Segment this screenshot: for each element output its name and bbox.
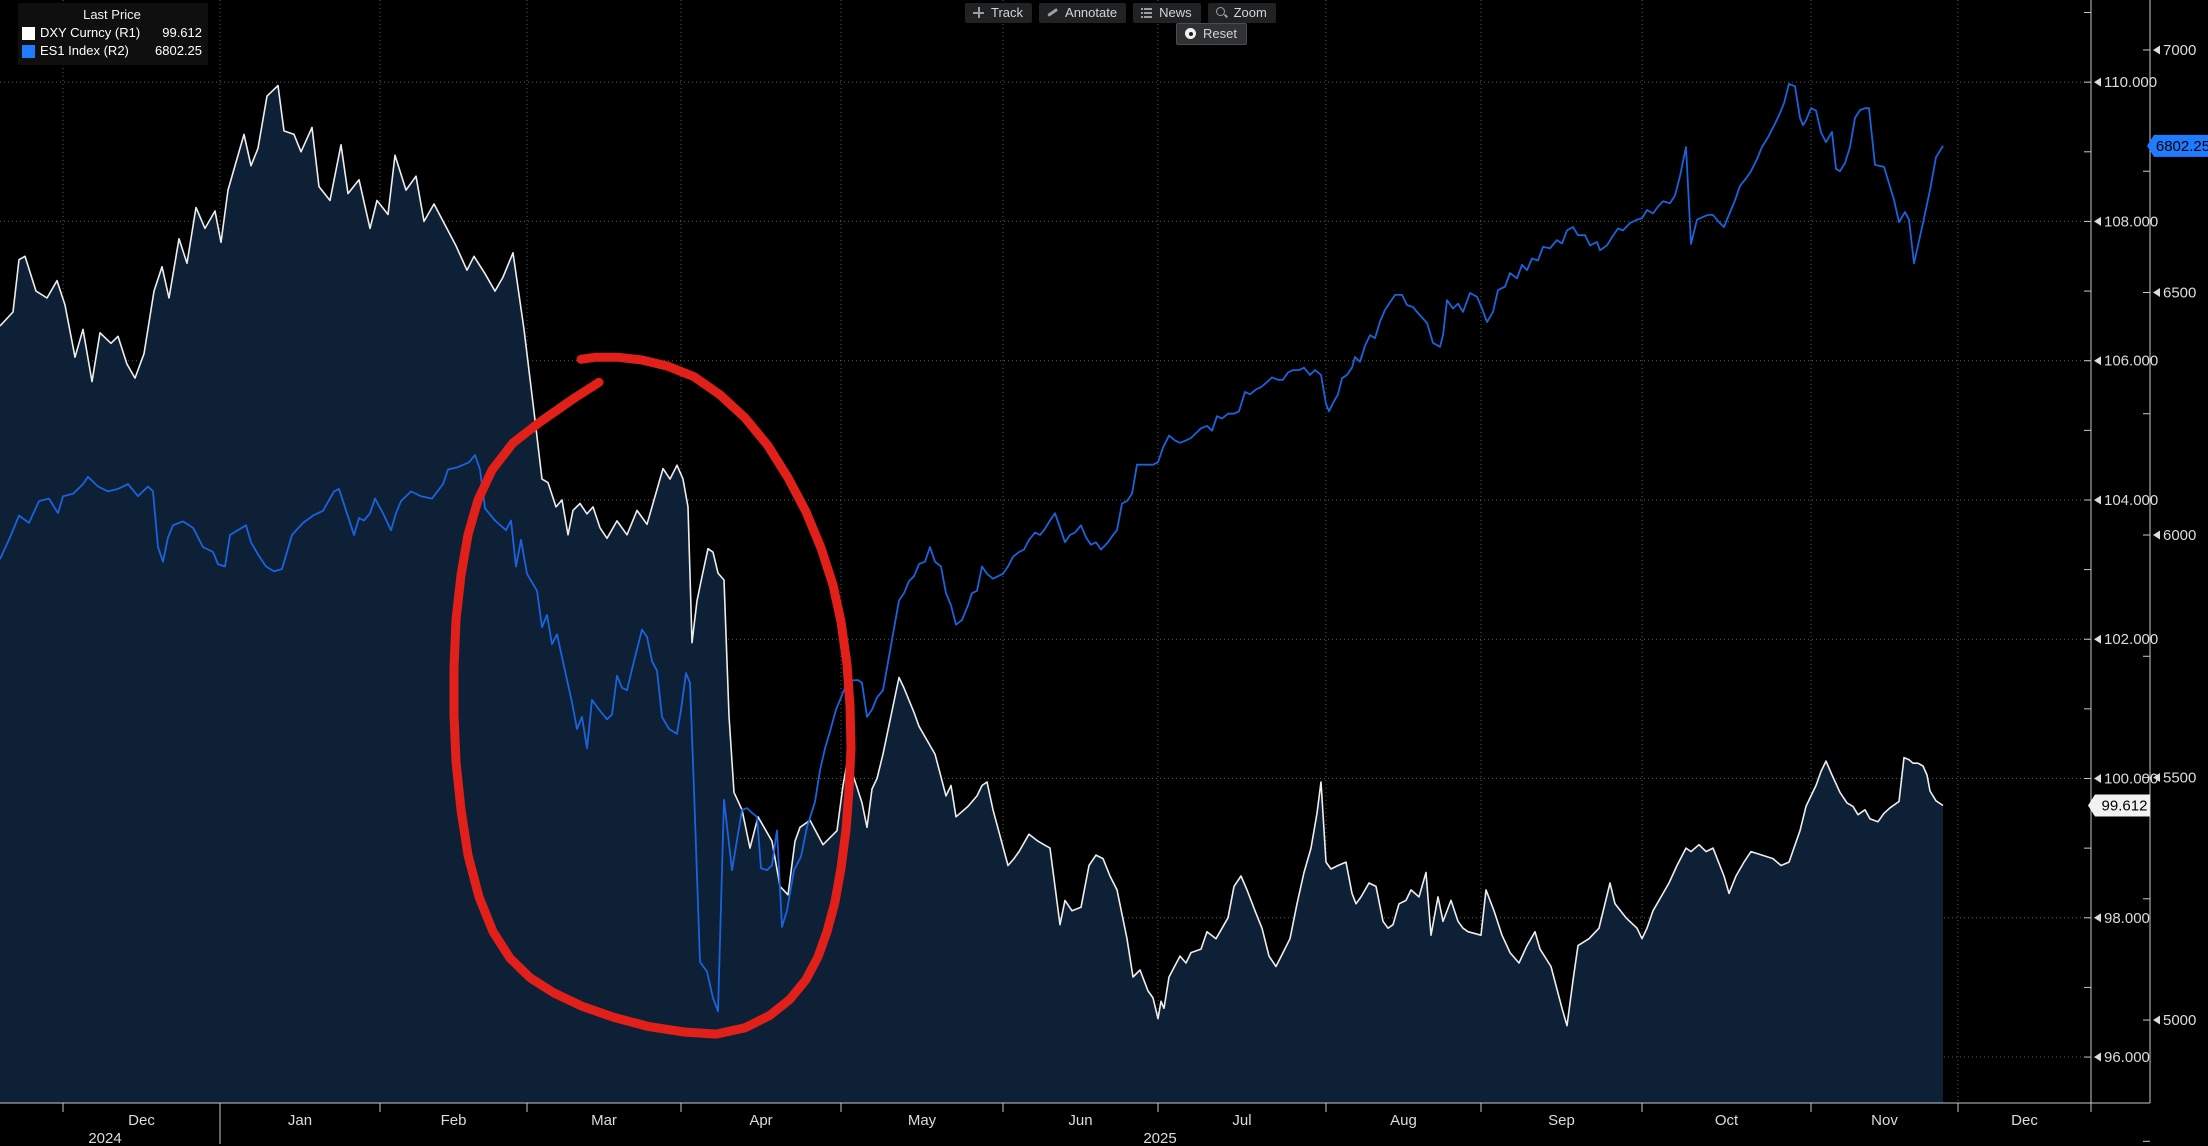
- reset-button-label: Reset: [1203, 26, 1237, 41]
- r1-axis-tick-label: 110.000: [2104, 74, 2157, 91]
- freehand-circle-annotation: [449, 352, 856, 1039]
- dxy-last-price-badge: [2088, 794, 2150, 817]
- r2-tick-arrow-icon: [2153, 45, 2160, 55]
- r1-tick-arrow-icon: [2094, 634, 2101, 644]
- x-axis-month-label: Sep: [1548, 1112, 1575, 1129]
- x-axis-month-label: May: [908, 1112, 937, 1129]
- x-axis-month-label: Jan: [288, 1112, 312, 1129]
- r2-axis-tick-label: 5500: [2163, 770, 2196, 787]
- es1-line-series: [0, 83, 1944, 1013]
- r1-axis-tick-label: 104.000: [2104, 492, 2158, 509]
- legend-title: Last Price: [83, 7, 141, 22]
- x-axis-month-label: Mar: [591, 1112, 617, 1129]
- reset-target-icon: [1184, 27, 1197, 40]
- r2-tick-arrow-icon: [2153, 530, 2160, 540]
- r2-tick-arrow-icon: [2153, 773, 2160, 783]
- r1-tick-arrow-icon: [2094, 356, 2101, 366]
- legend-row-dxy: DXY Curncy (R1) 99.612: [22, 24, 202, 42]
- x-axis-year-label: 2025: [1143, 1130, 1176, 1146]
- x-axis-month-label: Jun: [1068, 1112, 1092, 1129]
- series-label: DXY Curncy (R1): [40, 25, 141, 40]
- r1-axis-tick-label: 98.000: [2104, 910, 2150, 927]
- x-axis-month-label: Dec: [128, 1112, 155, 1129]
- r2-axis-tick-label: 6000: [2163, 527, 2196, 544]
- r2-tick-arrow-icon: [2153, 1015, 2160, 1025]
- magnifier-icon: [1215, 6, 1228, 19]
- dxy-last-price-badge-label: 99.612: [2102, 798, 2148, 815]
- es1-last-price-badge: [2147, 134, 2208, 157]
- r1-tick-arrow-icon: [2094, 1052, 2101, 1062]
- reset-button[interactable]: Reset: [1176, 23, 1247, 45]
- track-button[interactable]: Track: [965, 3, 1033, 23]
- x-axis-month-label: Dec: [2011, 1112, 2038, 1129]
- r1-tick-arrow-icon: [2094, 77, 2101, 87]
- r1-axis-tick-label: 106.000: [2104, 353, 2158, 370]
- series-last-value: 99.612: [162, 25, 202, 40]
- annotate-button[interactable]: Annotate: [1039, 3, 1127, 23]
- x-axis-month-label: Aug: [1390, 1112, 1417, 1129]
- chart-toolbar: Track Annotate News Zoom: [965, 3, 1276, 23]
- r2-axis-tick-label: 6500: [2163, 284, 2196, 301]
- r1-tick-arrow-icon: [2094, 774, 2101, 784]
- dxy-line-series: [0, 84, 1944, 1027]
- x-axis-month-label: Nov: [1871, 1112, 1898, 1129]
- dxy-area-fill: [0, 85, 1943, 1104]
- r1-axis-tick-label: 96.000: [2104, 1049, 2150, 1066]
- r2-axis-tick-label: 5000: [2163, 1012, 2196, 1029]
- x-axis-year-label: 2024: [88, 1130, 121, 1146]
- crosshair-icon: [972, 6, 985, 19]
- es1-last-price-badge-label: 6802.25: [2156, 138, 2208, 155]
- chart-toolbar-row2: Reset: [1176, 23, 1247, 45]
- r2-axis-tick-label: 7000: [2163, 42, 2196, 59]
- series-label: ES1 Index (R2): [40, 43, 129, 58]
- r2-tick-arrow-icon: [2153, 287, 2160, 297]
- legend-row-es1: ES1 Index (R2) 6802.25: [22, 42, 202, 60]
- x-axis-month-label: Jul: [1232, 1112, 1251, 1129]
- r1-tick-arrow-icon: [2094, 216, 2101, 226]
- x-axis-month-label: Oct: [1715, 1112, 1739, 1129]
- r1-tick-arrow-icon: [2094, 913, 2101, 923]
- news-list-icon: [1140, 6, 1153, 19]
- r1-tick-arrow-icon: [2094, 495, 2101, 505]
- news-button-label: News: [1159, 5, 1192, 20]
- legend: Last Price DXY Curncy (R1) 99.612 ES1 Inde…: [18, 3, 208, 65]
- series-swatch-icon: [22, 44, 35, 58]
- zoom-button[interactable]: Zoom: [1207, 3, 1276, 23]
- r1-axis-tick-label: 108.000: [2104, 213, 2158, 230]
- news-button[interactable]: News: [1133, 3, 1201, 23]
- track-button-label: Track: [991, 5, 1024, 20]
- x-axis-month-label: Feb: [441, 1112, 467, 1129]
- x-axis-month-label: Apr: [749, 1112, 772, 1129]
- annotate-button-label: Annotate: [1065, 5, 1118, 20]
- pencil-icon: [1046, 6, 1059, 19]
- series-last-value: 6802.25: [155, 43, 202, 58]
- zoom-button-label: Zoom: [1233, 5, 1267, 20]
- r1-axis-tick-label: 100.000: [2104, 771, 2158, 788]
- series-swatch-icon: [22, 26, 35, 40]
- r1-axis-tick-label: 102.000: [2104, 631, 2158, 648]
